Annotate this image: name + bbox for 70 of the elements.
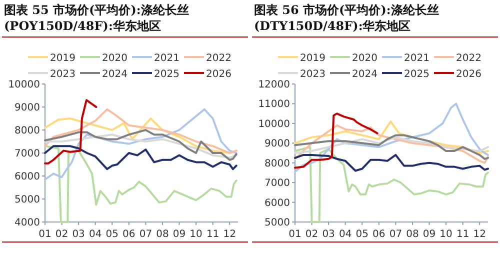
legend-label: 2019 bbox=[300, 53, 326, 64]
y-tick-label: 10000 bbox=[8, 80, 40, 90]
x-tick-label: 03 bbox=[72, 229, 85, 240]
y-tick-label: 11000 bbox=[258, 99, 290, 110]
y-tick-label: 5000 bbox=[14, 194, 40, 206]
legend-label: 2022 bbox=[456, 53, 482, 64]
legend-label: 2024 bbox=[352, 69, 378, 80]
line-series bbox=[44, 134, 238, 159]
line-series bbox=[294, 102, 489, 173]
line-series bbox=[44, 108, 238, 180]
y-tick-label: 6000 bbox=[264, 198, 290, 209]
x-tick-label: 05 bbox=[356, 229, 368, 240]
y-tick-label: 5000 bbox=[264, 218, 290, 228]
x-tick-label: 05 bbox=[106, 229, 118, 240]
y-tick-label: 6000 bbox=[14, 172, 40, 182]
legend-label: 2021 bbox=[154, 53, 180, 64]
x-tick-label: 11 bbox=[206, 229, 220, 240]
line-series bbox=[294, 154, 489, 172]
x-tick-label: 01 bbox=[38, 229, 52, 240]
y-tick-label: 12000 bbox=[258, 80, 290, 90]
legend-label: 2019 bbox=[50, 53, 76, 64]
legend-label: 2026 bbox=[456, 69, 482, 80]
legend-label: 2022 bbox=[206, 53, 232, 64]
legend-label: 2023 bbox=[50, 69, 76, 80]
legend-label: 2020 bbox=[352, 53, 378, 64]
x-tick-label: 08 bbox=[156, 229, 169, 240]
legend-label: 2026 bbox=[206, 69, 232, 80]
legend-label: 2023 bbox=[300, 69, 326, 80]
y-tick-label: 9000 bbox=[14, 102, 40, 114]
x-tick-label: 07 bbox=[389, 229, 402, 240]
legend-label: 2024 bbox=[102, 69, 128, 80]
legend-label: 2021 bbox=[404, 53, 430, 64]
chart-title: 图表 55 市场价(平均价):涤纶长丝(POY150D/48F):华东地区 bbox=[4, 2, 190, 34]
line-series bbox=[294, 120, 489, 154]
legend-label: 2020 bbox=[102, 53, 128, 64]
line-series bbox=[294, 124, 489, 164]
y-tick-label: 9000 bbox=[264, 138, 290, 150]
x-tick-label: 10 bbox=[440, 229, 452, 240]
x-tick-label: 03 bbox=[322, 229, 335, 240]
y-tick-label: 7000 bbox=[14, 148, 40, 160]
x-tick-label: 09 bbox=[422, 229, 436, 240]
x-tick-label: 12 bbox=[223, 229, 236, 240]
x-tick-label: 02 bbox=[305, 229, 318, 240]
legend-label: 2025 bbox=[154, 69, 180, 80]
x-tick-label: 06 bbox=[372, 229, 386, 240]
x-tick-label: 09 bbox=[172, 229, 186, 240]
x-tick-label: 10 bbox=[190, 229, 202, 240]
line-series bbox=[294, 134, 489, 160]
x-tick-label: 06 bbox=[122, 229, 136, 240]
x-tick-label: 02 bbox=[55, 229, 68, 240]
line-series bbox=[44, 145, 238, 170]
y-tick-label: 4000 bbox=[14, 218, 40, 228]
x-tick-label: 04 bbox=[88, 229, 102, 240]
y-tick-label: 10000 bbox=[258, 118, 290, 130]
line-series bbox=[294, 136, 489, 154]
line-series bbox=[294, 112, 378, 169]
y-tick-label: 8000 bbox=[264, 158, 290, 170]
x-tick-label: 11 bbox=[456, 229, 470, 240]
chart-title: 图表 56 市场价(平均价):涤纶长丝(DTY150D/48F):华东地区 bbox=[254, 2, 440, 34]
x-tick-label: 07 bbox=[139, 229, 152, 240]
y-tick-label: 8000 bbox=[14, 126, 40, 136]
line-series bbox=[44, 99, 98, 164]
legend-label: 2025 bbox=[404, 69, 430, 80]
line-series bbox=[44, 108, 238, 154]
line-series bbox=[44, 129, 238, 161]
x-tick-label: 04 bbox=[338, 229, 352, 240]
y-tick-label: 7000 bbox=[264, 178, 290, 190]
x-tick-label: 12 bbox=[473, 229, 486, 240]
x-tick-label: 01 bbox=[288, 229, 302, 240]
x-tick-label: 08 bbox=[406, 229, 419, 240]
